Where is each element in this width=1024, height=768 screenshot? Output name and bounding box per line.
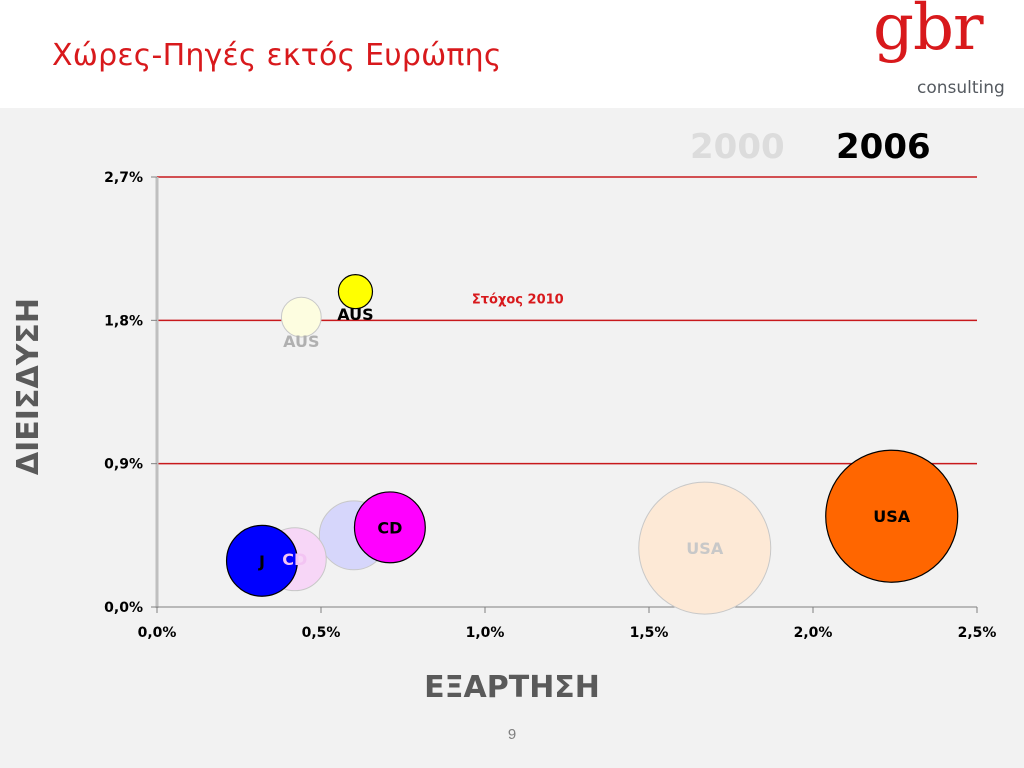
x-tick-label: 1,0% <box>466 625 505 641</box>
bubble-label-2000-cd: CD <box>282 550 307 569</box>
year-current-label: 2006 <box>836 127 931 167</box>
y-axis-title: ΔΙΕΙΣΔΥΣΗ <box>11 298 46 476</box>
logo-subtitle: consulting <box>917 78 1005 98</box>
bubble-2000-usa <box>638 481 772 615</box>
page-number: 9 <box>507 726 517 743</box>
bubble-label-2006-aus: AUS <box>337 305 373 324</box>
x-axis-title: ΕΞΑΡΤΗΣΗ <box>424 670 600 705</box>
bubble-label-2006-usa: USA <box>873 507 911 526</box>
bubble-2006-j <box>225 524 298 597</box>
y-tick-label: 0,9% <box>104 457 143 473</box>
year-previous-label: 2000 <box>690 127 785 167</box>
company-logo: gbr consulting <box>873 0 1023 104</box>
y-tick-label: 0,0% <box>104 600 143 616</box>
bubble-2006-cd <box>353 491 426 564</box>
target-annotation: Στόχος 2010 <box>472 293 564 308</box>
page-title: Χώρες-Πηγές εκτός Ευρώπης <box>52 38 502 73</box>
x-tick-label: 0,5% <box>302 625 341 641</box>
series-2000 <box>262 296 772 615</box>
bubble-label-2006-cd: CD <box>377 518 402 537</box>
bubble-2006-usa <box>825 449 959 583</box>
chart-panel <box>0 108 1024 768</box>
logo-wordmark: gbr <box>873 0 984 65</box>
x-tick-label: 1,5% <box>630 625 669 641</box>
bubble-label-2000-usa: USA <box>686 539 724 558</box>
x-tick-label: 0,0% <box>138 625 177 641</box>
x-tick-label: 2,0% <box>794 625 833 641</box>
bubble-label-2000-aus: AUS <box>283 332 319 351</box>
y-tick-label: 2,7% <box>104 170 143 186</box>
bubble-label-2006-j: J <box>258 552 265 571</box>
y-tick-label: 1,8% <box>104 313 143 329</box>
x-tick-label: 2,5% <box>958 625 997 641</box>
bubble-2006-aus <box>337 274 374 310</box>
series-2006 <box>225 274 959 597</box>
bubble-2000-aus <box>280 296 322 338</box>
